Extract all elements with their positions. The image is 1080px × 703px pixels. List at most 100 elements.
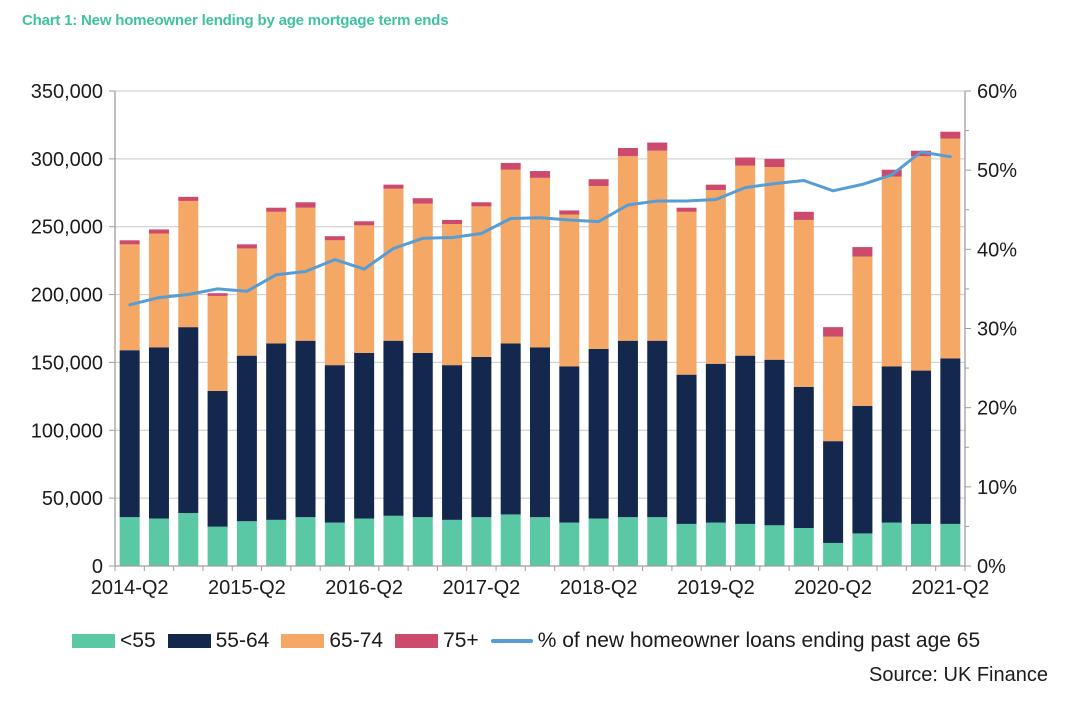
- bar-segment: [735, 523, 756, 566]
- bar-segment: [412, 352, 433, 518]
- bar-segment: [178, 513, 199, 566]
- legend-line-swatch-icon: [490, 639, 533, 643]
- bar-segment: [324, 240, 345, 366]
- legend-label-line-series: % of new homeowner loans ending past age…: [537, 629, 981, 652]
- legend-label-75plus: 75+: [443, 629, 479, 652]
- bar-segment: [881, 522, 902, 566]
- bar-segment: [324, 236, 345, 241]
- bar-segment: [148, 347, 169, 519]
- bar-segment: [881, 176, 902, 367]
- bar-segment: [559, 522, 580, 566]
- bar-segment: [881, 366, 902, 523]
- bar-segment: [823, 542, 844, 566]
- bar-segment: [559, 210, 580, 215]
- bar-segment: [383, 184, 404, 189]
- axis-tick-labels: 0 50,000 100,000 150,000 200,000 250,000 300,0…: [31, 81, 1018, 599]
- bar-segment: [588, 186, 609, 349]
- bar-segment: [676, 207, 697, 212]
- bar-segment: [148, 233, 169, 348]
- bar-segment: [119, 517, 140, 566]
- source-attribution: Source: UK Finance: [869, 664, 1048, 686]
- legend-item-line-series: % of new homeowner loans ending past age…: [490, 629, 981, 653]
- bar-segment: [588, 348, 609, 519]
- bar-segment: [852, 256, 873, 406]
- bar-segment: [500, 162, 521, 170]
- bar-segment: [705, 363, 726, 523]
- bar-segment: [705, 190, 726, 364]
- bar-segment: [911, 156, 932, 371]
- bar-segment: [852, 247, 873, 257]
- bar-segment: [676, 374, 697, 524]
- bar-segment: [148, 518, 169, 566]
- legend-swatch-55-64: [167, 634, 211, 648]
- bar-segment: [793, 219, 814, 387]
- bar-segment: [442, 519, 463, 566]
- bar-segment: [500, 343, 521, 515]
- left-axis-label: 200,000: [31, 285, 103, 307]
- bar-segment: [295, 517, 316, 566]
- chart-legend: <55 55-64 65-74 75+ % of new homeowner l…: [72, 629, 980, 653]
- legend-label-under55: <55: [120, 629, 156, 652]
- bar-segment: [617, 156, 638, 341]
- bar-segment: [559, 214, 580, 367]
- x-axis-label: 2017-Q2: [442, 577, 520, 599]
- bar-segment: [764, 167, 785, 360]
- bar-segment: [735, 165, 756, 356]
- bar-segment: [412, 198, 433, 204]
- left-axis-label: 300,000: [31, 149, 103, 171]
- right-axis-label: 0%: [977, 556, 1006, 578]
- right-axis-label: 20%: [977, 398, 1017, 420]
- bar-segment: [442, 219, 463, 224]
- bar-segment: [647, 340, 668, 518]
- bar-segment: [354, 518, 375, 566]
- left-axis-label: 50,000: [42, 488, 103, 510]
- bar-segment: [530, 171, 550, 178]
- x-axis-label: 2018-Q2: [560, 577, 638, 599]
- bar-segment: [500, 514, 521, 566]
- bar-segment: [207, 526, 228, 566]
- lending-stacked-bar-chart: 0 50,000 100,000 150,000 200,000 250,000 300,0…: [31, 81, 1018, 599]
- bar-segment: [119, 240, 140, 245]
- bar-segment: [617, 340, 638, 518]
- bar-segment: [530, 517, 550, 566]
- bar-segment: [676, 211, 697, 375]
- bar-segment: [735, 157, 756, 166]
- bar-segment: [617, 148, 638, 157]
- right-axis-label: 60%: [977, 81, 1017, 103]
- bar-segment: [148, 229, 169, 234]
- bar-segment: [852, 405, 873, 534]
- bar-segment: [823, 336, 844, 442]
- bar-segment: [793, 386, 814, 528]
- stacked-bars: [119, 131, 961, 566]
- bar-segment: [471, 357, 492, 518]
- left-axis-label: 350,000: [31, 81, 103, 103]
- bar-segment: [705, 184, 726, 191]
- bar-segment: [119, 244, 140, 351]
- left-axis-label: 150,000: [31, 352, 103, 374]
- chart-title: Chart 1: New homeowner lending by age mo…: [22, 12, 449, 29]
- right-axis-label: 30%: [977, 319, 1017, 341]
- x-axis-label: 2019-Q2: [677, 577, 755, 599]
- bar-segment: [324, 522, 345, 566]
- bar-segment: [471, 517, 492, 566]
- bar-segment: [793, 211, 814, 220]
- legend-item-75plus: 75+: [395, 629, 479, 653]
- legend-label-55-64: 55-64: [215, 629, 270, 652]
- bar-segment: [207, 390, 228, 527]
- bar-segment: [471, 202, 492, 207]
- pct-past-65-line: [128, 150, 952, 307]
- bar-segment: [823, 327, 844, 337]
- bar-segment: [324, 365, 345, 523]
- bar-segment: [207, 293, 228, 296]
- bar-segment: [266, 207, 287, 212]
- legend-item-65-74: 65-74: [281, 629, 383, 653]
- x-axis-label: 2020-Q2: [794, 577, 872, 599]
- bar-segment: [236, 248, 257, 356]
- bar-segment: [178, 327, 199, 514]
- bar-segment: [764, 525, 785, 566]
- bar-segment: [559, 366, 580, 523]
- bar-segment: [764, 359, 785, 526]
- legend-swatch-75plus: [395, 634, 439, 648]
- bar-segment: [236, 521, 257, 566]
